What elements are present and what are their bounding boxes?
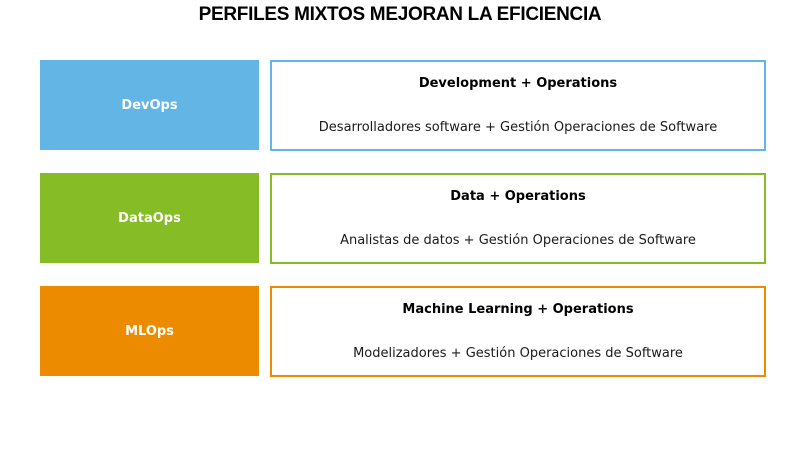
devops-description: Desarrolladores software + Gestión Opera… (318, 120, 718, 135)
row-dataops: DataOps Data + Operations Analistas de d… (40, 173, 766, 264)
mlops-label: MLOps (125, 323, 174, 339)
mlops-heading: Machine Learning + Operations (402, 302, 634, 317)
devops-heading: Development + Operations (418, 76, 618, 91)
mlops-description: Modelizadores + Gestión Operaciones de S… (353, 346, 683, 361)
dataops-label: DataOps (118, 210, 181, 226)
mlops-description-box: Machine Learning + Operations Modelizado… (270, 286, 766, 377)
devops-label-box: DevOps (40, 60, 259, 150)
dataops-label-box: DataOps (40, 173, 259, 263)
page-title: PERFILES MIXTOS MEJORAN LA EFICIENCIA (198, 4, 602, 25)
devops-description-box: Development + Operations Desarrolladores… (270, 60, 766, 151)
dataops-description-box: Data + Operations Analistas de datos + G… (270, 173, 766, 264)
devops-label: DevOps (121, 97, 178, 113)
dataops-description: Analistas de datos + Gestión Operaciones… (340, 233, 696, 248)
mlops-label-box: MLOps (40, 286, 259, 376)
dataops-heading: Data + Operations (450, 189, 586, 204)
row-mlops: MLOps Machine Learning + Operations Mode… (40, 286, 766, 377)
row-devops: DevOps Development + Operations Desarrol… (40, 60, 766, 151)
